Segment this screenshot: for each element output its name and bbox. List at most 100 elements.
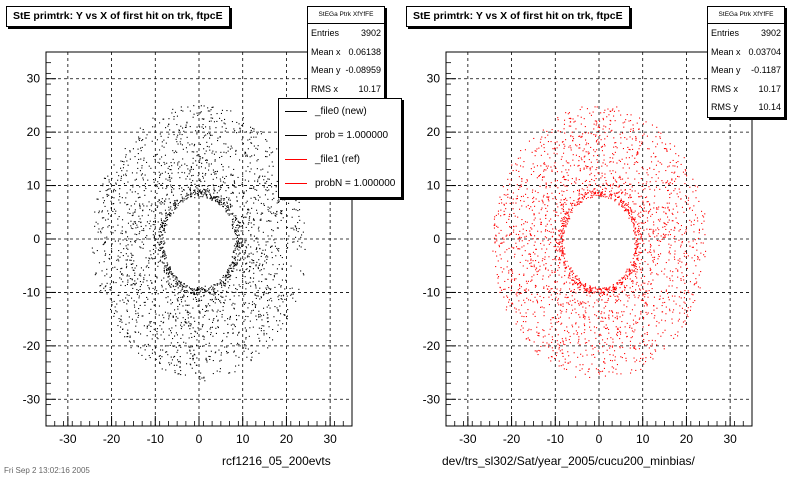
- scatter-point: [269, 307, 271, 309]
- scatter-point: [199, 112, 201, 114]
- scatter-point: [178, 129, 180, 131]
- scatter-point: [135, 313, 137, 315]
- scatter-point: [646, 181, 648, 183]
- scatter-point: [159, 133, 161, 135]
- scatter-point: [655, 264, 657, 266]
- scatter-point: [151, 352, 153, 354]
- scatter-point: [698, 228, 700, 230]
- scatter-point: [194, 194, 196, 196]
- scatter-point: [610, 161, 612, 163]
- scatter-point: [595, 194, 597, 196]
- scatter-point: [208, 120, 210, 122]
- scatter-point: [556, 242, 558, 244]
- scatter-point: [555, 259, 557, 261]
- scatter-point: [160, 135, 162, 137]
- scatter-point: [600, 191, 602, 193]
- scatter-point: [244, 319, 246, 321]
- scatter-point: [197, 192, 199, 194]
- scatter-point: [265, 287, 267, 289]
- scatter-point: [545, 187, 547, 189]
- scatter-point: [496, 255, 498, 257]
- scatter-point: [177, 134, 179, 136]
- scatter-point: [186, 352, 188, 354]
- scatter-point: [581, 201, 583, 203]
- scatter-point: [629, 278, 631, 280]
- scatter-point: [227, 270, 229, 272]
- scatter-point: [169, 169, 171, 171]
- scatter-point: [663, 345, 665, 347]
- scatter-point: [109, 283, 111, 285]
- scatter-point: [264, 260, 266, 262]
- scatter-point: [236, 245, 238, 247]
- scatter-point: [281, 298, 283, 300]
- scatter-point: [141, 215, 143, 217]
- scatter-point: [625, 274, 627, 276]
- scatter-point: [506, 221, 508, 223]
- scatter-point: [210, 326, 212, 328]
- scatter-point: [681, 206, 683, 208]
- scatter-point: [208, 291, 210, 293]
- scatter-point: [604, 145, 606, 147]
- scatter-point: [292, 208, 294, 210]
- scatter-point: [538, 332, 540, 334]
- scatter-point: [265, 244, 267, 246]
- right-pad: -30 -20 -10 0 10 20 30 -30 -20 -10 0 10 20 30 StE pri…: [400, 0, 800, 480]
- scatter-point: [578, 160, 580, 162]
- scatter-point: [192, 355, 194, 357]
- scatter-point: [626, 275, 628, 277]
- scatter-point: [697, 256, 699, 258]
- scatter-point: [163, 161, 165, 163]
- scatter-point: [636, 271, 638, 273]
- scatter-point: [581, 135, 583, 137]
- scatter-point: [547, 165, 549, 167]
- scatter-point: [238, 364, 240, 366]
- scatter-point: [654, 156, 656, 158]
- scatter-point: [242, 155, 244, 157]
- scatter-point: [281, 268, 283, 270]
- scatter-point: [211, 198, 213, 200]
- scatter-point: [130, 220, 132, 222]
- scatter-point: [131, 244, 133, 246]
- scatter-point: [558, 321, 560, 323]
- scatter-point: [530, 262, 532, 264]
- scatter-point: [666, 150, 668, 152]
- scatter-point: [179, 356, 181, 358]
- scatter-point: [591, 192, 593, 194]
- scatter-point: [158, 228, 160, 230]
- scatter-point: [604, 358, 606, 360]
- scatter-point: [657, 177, 659, 179]
- scatter-point: [232, 184, 234, 186]
- scatter-point: [129, 341, 131, 343]
- scatter-point: [236, 231, 238, 233]
- scatter-point: [625, 360, 627, 362]
- scatter-point: [194, 330, 196, 332]
- scatter-point: [674, 241, 676, 243]
- scatter-point: [634, 228, 636, 230]
- scatter-point: [162, 251, 164, 253]
- scatter-point: [670, 229, 672, 231]
- scatter-point: [232, 221, 234, 223]
- scatter-point: [584, 373, 586, 375]
- scatter-point: [677, 259, 679, 261]
- scatter-point: [577, 165, 579, 167]
- scatter-point: [258, 314, 260, 316]
- scatter-point: [162, 118, 164, 120]
- scatter-point: [603, 293, 605, 295]
- scatter-point: [169, 129, 171, 131]
- scatter-point: [511, 275, 513, 277]
- scatter-point: [189, 328, 191, 330]
- scatter-point: [202, 196, 204, 198]
- scatter-point: [197, 305, 199, 307]
- scatter-point: [645, 121, 647, 123]
- scatter-point: [160, 201, 162, 203]
- scatter-point: [132, 212, 134, 214]
- scatter-point: [229, 285, 231, 287]
- scatter-point: [266, 317, 268, 319]
- scatter-point: [280, 255, 282, 257]
- scatter-point: [647, 283, 649, 285]
- scatter-point: [669, 148, 671, 150]
- scatter-point: [180, 328, 182, 330]
- scatter-point: [577, 198, 579, 200]
- scatter-point: [171, 327, 173, 329]
- scatter-point: [165, 297, 167, 299]
